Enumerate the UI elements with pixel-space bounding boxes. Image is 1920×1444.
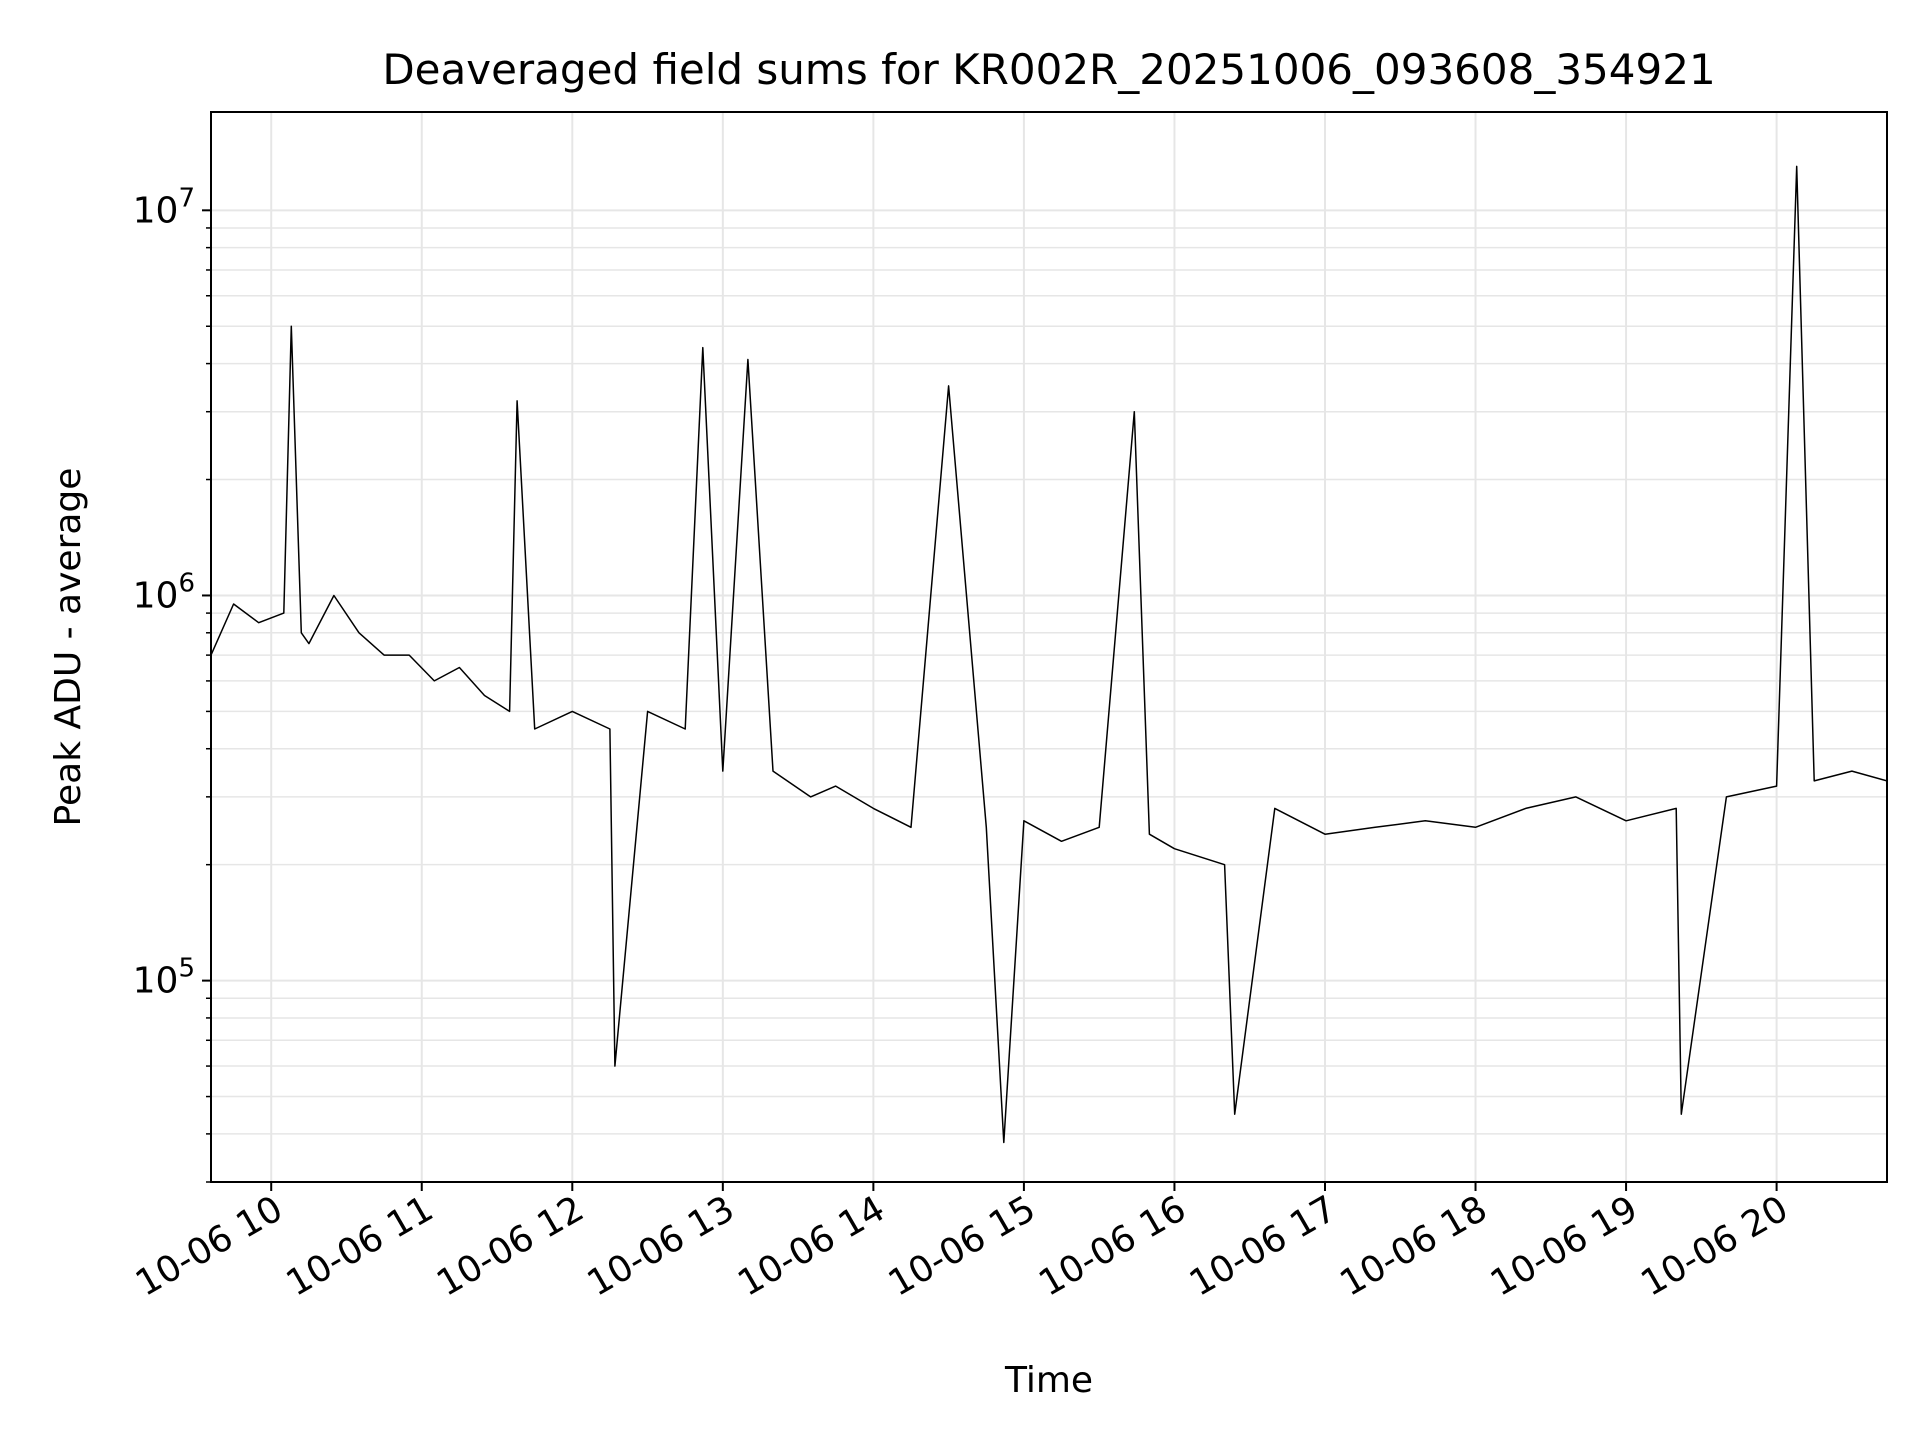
x-tick-label: 10-06 19 <box>1484 1188 1645 1304</box>
x-tick-label: 10-06 16 <box>1032 1188 1193 1304</box>
x-tick-label: 10-06 11 <box>280 1188 441 1304</box>
x-axis-label: Time <box>1004 1360 1093 1401</box>
series-line <box>211 165 1887 1144</box>
grid-layer <box>211 112 1887 1183</box>
x-tick-label: 10-06 12 <box>430 1188 591 1304</box>
y-axis-label: Peak ADU - average <box>48 468 89 827</box>
y-tick-label: 105 <box>133 954 195 1002</box>
x-tick-label: 10-06 20 <box>1634 1188 1795 1304</box>
chart-title: Deaveraged field sums for KR002R_2025100… <box>382 45 1715 94</box>
x-tick-label: 10-06 15 <box>882 1188 1043 1304</box>
x-tick-label: 10-06 10 <box>129 1188 290 1304</box>
x-tick-label: 10-06 18 <box>1333 1188 1494 1304</box>
x-tick-label: 10-06 14 <box>731 1188 892 1304</box>
x-tick-label: 10-06 13 <box>581 1188 742 1304</box>
y-tick-label: 107 <box>133 183 195 231</box>
data-layer <box>211 165 1887 1144</box>
plot-frame <box>210 111 1888 1183</box>
y-tick-label: 106 <box>133 568 195 616</box>
x-tick-label: 10-06 17 <box>1183 1188 1344 1304</box>
